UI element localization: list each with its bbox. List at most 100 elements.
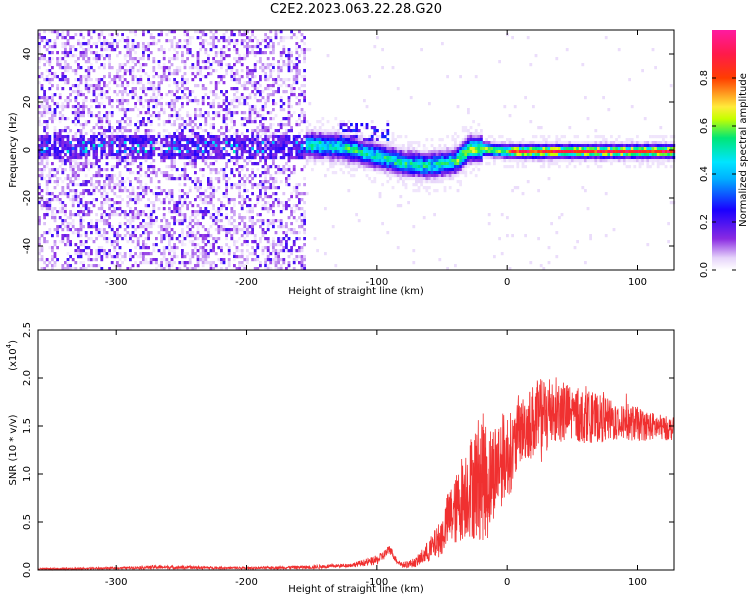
heatmap-cell — [199, 186, 202, 190]
heatmap-cell — [253, 36, 257, 40]
heatmap-cell — [61, 150, 65, 154]
heatmap-cell — [66, 267, 70, 271]
heatmap-cell — [113, 78, 117, 82]
heatmap-cell — [446, 162, 449, 166]
heatmap-cell — [147, 174, 150, 178]
heatmap-cell — [175, 129, 179, 133]
heatmap-cell — [485, 141, 488, 145]
heatmap-cell — [477, 132, 481, 136]
heatmap-cell — [113, 243, 117, 247]
heatmap-cell — [253, 138, 257, 142]
heatmap-cell — [108, 222, 111, 226]
heatmap-cell — [207, 240, 210, 244]
heatmap-cell — [71, 222, 75, 226]
heatmap-cell — [181, 117, 184, 121]
heatmap-cell — [196, 222, 200, 226]
heatmap-cell — [103, 90, 106, 94]
heatmap-cell — [142, 123, 145, 127]
heatmap-cell — [56, 63, 59, 67]
heatmap-cell — [272, 102, 275, 106]
heatmap-cell — [404, 153, 408, 157]
heatmap-cell — [118, 129, 122, 133]
heatmap-cell — [45, 48, 49, 52]
heatmap-cell — [334, 153, 338, 157]
heatmap-cell — [105, 84, 109, 88]
heatmap-cell — [178, 39, 182, 43]
heatmap-cell — [277, 168, 280, 172]
heatmap-cell — [186, 231, 189, 235]
heatmap-cell — [347, 156, 351, 160]
heatmap-cell — [51, 75, 54, 79]
heatmap-cell — [136, 81, 140, 85]
heatmap-cell — [121, 75, 124, 79]
heatmap-cell — [277, 258, 280, 262]
heatmap-cell — [129, 72, 132, 76]
heatmap-cell — [118, 201, 122, 205]
heatmap-cell — [162, 63, 166, 67]
heatmap-cell — [121, 84, 124, 88]
heatmap-cell — [295, 237, 299, 241]
heatmap-cell — [394, 138, 397, 142]
heatmap-cell — [472, 153, 475, 157]
heatmap-cell — [441, 159, 444, 163]
heatmap-cell — [295, 135, 299, 139]
heatmap-cell — [363, 150, 366, 154]
heatmap-cell — [207, 132, 210, 136]
heatmap-cell — [191, 63, 195, 67]
heatmap-cell — [243, 87, 247, 91]
heatmap-cell — [56, 60, 59, 64]
heatmap-cell — [66, 237, 70, 241]
heatmap-cell — [251, 108, 254, 112]
heatmap-cell — [95, 150, 98, 154]
heatmap-cell — [238, 195, 241, 199]
heatmap-cell — [207, 153, 210, 157]
heatmap-cell — [188, 123, 192, 127]
heatmap-cell — [181, 129, 184, 133]
heatmap-cell — [480, 153, 483, 157]
heatmap-cell — [56, 150, 59, 154]
heatmap-cell — [191, 129, 195, 133]
heatmap-cell — [201, 129, 205, 133]
heatmap-cell — [142, 261, 145, 265]
heatmap-cell — [126, 177, 130, 181]
heatmap-cell — [251, 192, 254, 196]
heatmap-cell — [256, 39, 260, 43]
heatmap-cell — [40, 195, 44, 199]
heatmap-cell — [217, 60, 221, 64]
heatmap-cell — [246, 54, 249, 58]
heatmap-cell — [350, 153, 353, 157]
heatmap-cell — [386, 129, 390, 133]
heatmap-cell — [142, 57, 145, 61]
heatmap-cell — [225, 105, 228, 109]
heatmap-cell — [300, 153, 304, 157]
heatmap-cell — [259, 195, 262, 199]
heatmap-cell — [342, 162, 345, 166]
heatmap-cell — [191, 252, 195, 256]
heatmap-cell — [134, 201, 137, 205]
heatmap-cell — [279, 219, 283, 223]
heatmap-cell — [448, 171, 452, 175]
heatmap-cell — [399, 171, 403, 175]
heatmap-cell — [43, 108, 46, 112]
heatmap-cell — [95, 162, 98, 166]
heatmap-cell — [116, 159, 119, 163]
heatmap-cell — [183, 120, 187, 124]
heatmap-cell — [277, 129, 280, 133]
heatmap-cell — [160, 81, 163, 85]
heatmap-cell — [45, 75, 49, 79]
heatmap-cell — [129, 48, 132, 52]
heatmap-cell — [196, 63, 200, 67]
heatmap-cell — [253, 69, 257, 73]
heatmap-cell — [92, 87, 96, 91]
heatmap-cell — [230, 216, 234, 220]
heatmap-cell — [303, 78, 306, 82]
heatmap-cell — [126, 153, 130, 157]
heatmap-cell — [251, 51, 254, 55]
heatmap-cell — [246, 243, 249, 247]
heatmap-cell — [253, 75, 257, 79]
heatmap-cell — [126, 204, 130, 208]
heatmap-cell — [108, 144, 111, 148]
heatmap-cell — [324, 138, 327, 142]
heatmap-cell — [139, 165, 143, 169]
heatmap-cell — [212, 99, 215, 103]
